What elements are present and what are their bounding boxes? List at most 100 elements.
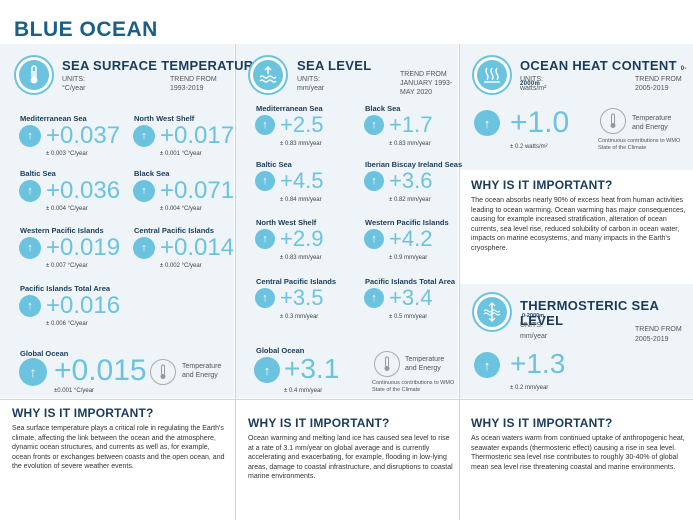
sl-item-unc: ± 0.82 mm/year <box>389 197 431 203</box>
sl-item-value: +3.5 <box>280 285 324 310</box>
sl-item-unc: ± 0.3 mm/year <box>280 314 319 320</box>
sst-item-value: +0.037 <box>46 122 121 149</box>
tsl-title: THERMOSTERIC SEA LEVEL <box>520 298 659 328</box>
sst-item-unc: ± 0.002 °C/year <box>160 263 202 269</box>
up-arrow-icon: ↑ <box>19 358 47 386</box>
sl-global-unc: ± 0.4 mm/year <box>284 388 323 394</box>
sl-item-value: +3.4 <box>389 285 433 310</box>
why-ohc-panel <box>460 172 693 282</box>
up-arrow-icon: ↑ <box>19 295 41 317</box>
sl-item-name: Baltic Sea <box>256 160 292 169</box>
sl-units: mm/year <box>297 85 325 92</box>
sst-units: °C/year <box>62 85 86 92</box>
why-sl-text: Ocean warming and melting land ice has c… <box>248 435 453 481</box>
sl-item-name: Central Pacific Islands <box>256 277 337 286</box>
why-ohc-title: WHY IS IT IMPORTANT? <box>471 178 613 192</box>
sst-item-name: Black Sea <box>134 169 170 178</box>
up-arrow-icon: ↑ <box>133 180 155 202</box>
up-arrow-icon: ↑ <box>133 125 155 147</box>
sst-global-name: Global Ocean <box>20 349 69 358</box>
sst-trend-period: 1993-2019 <box>170 85 204 92</box>
page-title: BLUE OCEAN <box>14 18 158 41</box>
thermometer-small-icon <box>150 359 176 385</box>
up-arrow-icon: ↑ <box>364 115 384 135</box>
ohc-te-label: Temperature and Energy <box>632 115 672 131</box>
sst-item-name: Mediterranean Sea <box>20 114 87 123</box>
sl-trend-period: JANUARY 1993-MAY 2020 <box>400 80 453 96</box>
up-arrow-icon: ↑ <box>19 237 41 259</box>
thermometer-icon <box>14 55 54 95</box>
sst-item-value: +0.017 <box>160 122 235 149</box>
ohc-trend-label: TREND FROM <box>635 76 682 83</box>
up-arrow-icon: ↑ <box>255 229 275 249</box>
up-arrow-icon: ↑ <box>364 288 384 308</box>
sl-item-name: Black Sea <box>365 104 401 113</box>
ohc-value: +1.0 <box>510 106 570 139</box>
sst-item-name: Western Pacific Islands <box>20 226 104 235</box>
sst-item-unc: ± 0.004 °C/year <box>46 206 88 212</box>
tsl-depth: 0-2000m <box>522 313 545 319</box>
sst-item-name: Pacific Islands Total Area <box>20 284 111 293</box>
sl-item-value: +2.9 <box>280 226 324 251</box>
sst-item-value: +0.036 <box>46 177 121 204</box>
ohc-title-text: OCEAN HEAT CONTENT <box>520 58 677 73</box>
why-sst-text: Sea surface temperature plays a critical… <box>12 425 225 471</box>
sl-units-label: UNITS: <box>297 76 320 83</box>
sl-item-value: +3.6 <box>389 168 433 193</box>
sst-global-unc: ±0.001 °C/year <box>54 388 95 394</box>
sst-global-value: +0.015 <box>54 354 147 387</box>
tsl-unc: ± 0.2 mm/year <box>510 385 549 391</box>
sst-item-name: North West Shelf <box>134 114 195 123</box>
why-row <box>0 400 693 520</box>
ohc-depth: 0-2000m <box>520 66 687 87</box>
sl-item-unc: ± 0.83 mm/year <box>389 141 431 147</box>
up-arrow-icon: ↑ <box>19 180 41 202</box>
ohc-units: watts/m² <box>520 85 547 92</box>
sst-trend-label: TREND FROM <box>170 76 217 83</box>
up-arrow-icon: ↑ <box>474 110 500 136</box>
sl-item-unc: ± 0.9 mm/year <box>389 255 428 261</box>
sl-global-value: +3.1 <box>284 353 340 384</box>
why-tsl-text: As ocean waters warm from continued upta… <box>471 435 685 471</box>
thermometer-small-icon <box>600 108 626 134</box>
sst-item-value: +0.016 <box>46 292 121 319</box>
sl-trend-label: TREND FROM <box>400 71 447 78</box>
sl-item-unc: ± 0.5 mm/year <box>389 314 428 320</box>
up-arrow-icon: ↑ <box>255 288 275 308</box>
sl-te-label: Temperature and Energy <box>405 356 445 372</box>
thermometer-small-icon <box>374 351 400 377</box>
sst-title: SEA SURFACE TEMPERATURE <box>62 58 263 73</box>
sl-item-name: North West Shelf <box>256 218 317 227</box>
tsl-units-label: UNITS: <box>520 322 543 329</box>
sl-item-unc: ± 0.83 mm/year <box>280 141 322 147</box>
up-arrow-icon: ↑ <box>364 171 384 191</box>
sst-item-name: Baltic Sea <box>20 169 56 178</box>
ohc-wmo-note: Continuous contributions to WMO State of… <box>598 138 681 151</box>
sst-item-value: +0.071 <box>160 177 235 204</box>
sl-item-name: Iberian Biscay Ireland Seas <box>365 160 463 169</box>
tsl-trend-label: TREND FROM <box>635 326 682 333</box>
sst-units-label: UNITS: <box>62 76 85 83</box>
up-arrow-icon: ↑ <box>133 237 155 259</box>
sl-item-value: +1.7 <box>389 112 433 137</box>
why-tsl-title: WHY IS IT IMPORTANT? <box>471 416 613 430</box>
sl-wmo-note: Continuous contributions to WMO State of… <box>372 380 455 393</box>
sst-item-value: +0.019 <box>46 234 121 261</box>
sl-item-unc: ± 0.84 mm/year <box>280 197 322 203</box>
sst-item-unc: ± 0.003 °C/year <box>46 151 88 157</box>
thermosteric-icon <box>472 292 512 332</box>
sl-panel <box>236 44 458 398</box>
sl-item-unc: ± 0.83 mm/year <box>280 255 322 261</box>
up-arrow-icon: ↑ <box>254 357 280 383</box>
ohc-title: OCEAN HEAT CONTENT 0-2000m <box>520 58 693 88</box>
sl-item-value: +4.2 <box>389 226 433 251</box>
sst-item-name: Central Pacific Islands <box>134 226 215 235</box>
sl-item-value: +2.5 <box>280 112 324 137</box>
up-arrow-icon: ↑ <box>255 115 275 135</box>
sst-item-unc: ± 0.007 °C/year <box>46 263 88 269</box>
why-ohc-text: The ocean absorbs nearly 90% of excess h… <box>471 197 686 252</box>
sst-panel <box>0 44 234 398</box>
sl-item-name: Pacific Islands Total Area <box>365 277 456 286</box>
tsl-trend-period: 2005-2019 <box>635 336 669 343</box>
up-arrow-icon: ↑ <box>255 171 275 191</box>
